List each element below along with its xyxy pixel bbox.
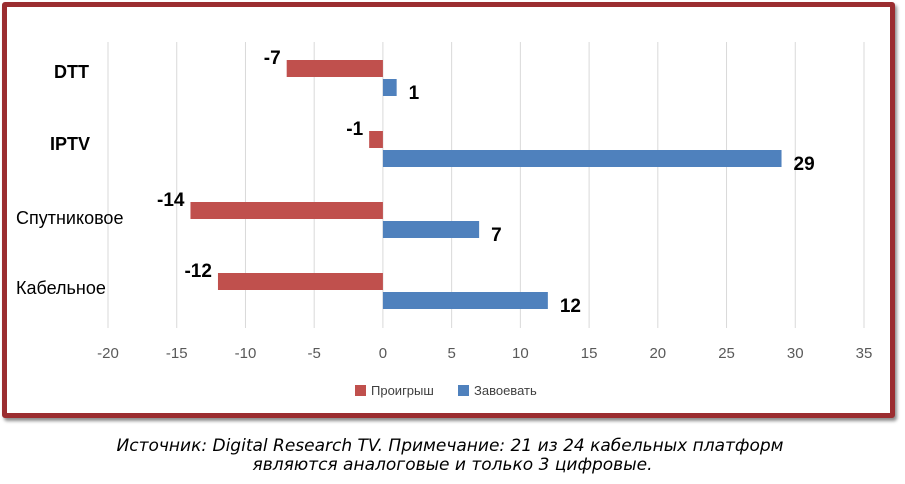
bar-gain: [382, 292, 548, 309]
x-tick-label: 0: [379, 345, 387, 362]
x-tick-label: -20: [97, 345, 119, 362]
data-label: 12: [560, 296, 581, 317]
bar-loss: [217, 273, 383, 290]
bar-loss: [286, 60, 383, 77]
category-label: IPTV: [50, 134, 90, 154]
source-note-line-2: являются аналоговые и только 3 цифровые.: [252, 455, 653, 475]
x-tick-label: -10: [235, 345, 257, 362]
x-tick-label: 5: [447, 345, 455, 362]
x-tick-label: 10: [512, 345, 529, 362]
legend-swatch: [355, 385, 366, 396]
chart-frame: [2, 2, 895, 418]
data-label: -12: [184, 261, 211, 282]
bar-gain: [382, 150, 782, 167]
bar-gain: [382, 79, 397, 96]
legend-label: Завоевать: [474, 383, 537, 398]
data-label: -14: [157, 190, 185, 211]
data-label: 7: [491, 225, 502, 246]
x-tick-label: -15: [166, 345, 188, 362]
x-tick-label: 30: [787, 345, 804, 362]
data-label: 1: [409, 83, 420, 104]
x-tick-label: 20: [649, 345, 666, 362]
data-label: 29: [794, 154, 815, 175]
category-label: Кабельное: [16, 278, 106, 298]
category-label: DTT: [54, 62, 89, 82]
x-tick-label: 15: [581, 345, 598, 362]
source-note-line-1: Источник: Digital Research TV. Примечани…: [116, 436, 784, 456]
x-tick-label: 35: [856, 345, 873, 362]
legend-swatch: [458, 385, 469, 396]
legend-label: Проигрыш: [371, 383, 434, 398]
x-tick-label: -5: [308, 345, 321, 362]
data-label: -7: [264, 48, 281, 69]
bar-loss: [369, 131, 383, 148]
bar-chart: -20 -15 -10 -5 0 5 10 15 20 25 30 35 DTT IPTV Спутнико…: [16, 42, 873, 398]
x-tick-label: 25: [718, 345, 735, 362]
bar-loss: [190, 202, 383, 219]
data-label: -1: [346, 119, 363, 140]
bar-gain: [382, 221, 480, 238]
category-label: Спутниковое: [16, 208, 123, 228]
